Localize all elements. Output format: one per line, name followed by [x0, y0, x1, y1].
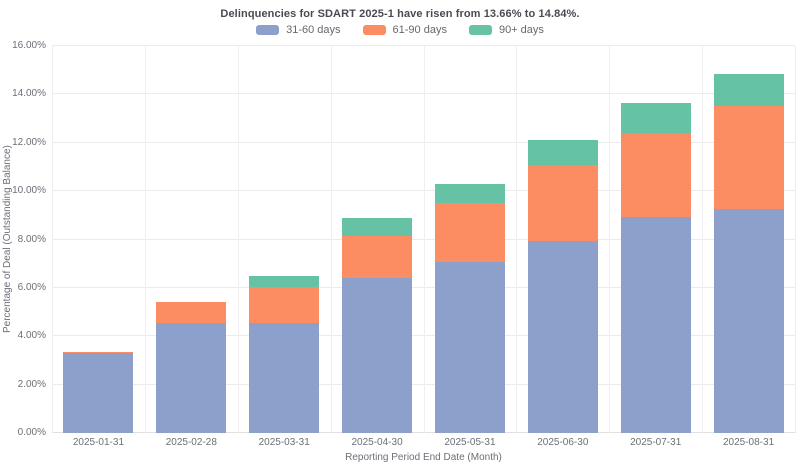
x-tick-label: 2025-05-31: [444, 437, 496, 448]
plot-area: [52, 45, 796, 433]
bar-segment[interactable]: [249, 275, 320, 287]
bar-stack[interactable]: [156, 302, 227, 433]
bar-segment[interactable]: [620, 132, 691, 218]
bar-stack[interactable]: [63, 351, 134, 433]
bar-segment[interactable]: [434, 203, 505, 263]
bar-segment[interactable]: [434, 262, 505, 433]
gridline-vertical: [144, 46, 146, 433]
gridline-vertical: [702, 46, 704, 433]
x-tick-label: 2025-02-28: [165, 437, 217, 448]
gridline-vertical: [516, 46, 518, 433]
x-tick-label: 2025-01-31: [72, 437, 125, 448]
legend-label: 90+ days: [498, 24, 544, 36]
bar-segment[interactable]: [527, 240, 598, 433]
bar-segment[interactable]: [63, 353, 134, 433]
gridline-vertical: [609, 46, 611, 433]
y-tick-label: 14.00%: [12, 88, 46, 100]
bar-stack[interactable]: [527, 140, 598, 433]
x-axis-title: Reporting Period End Date (Month): [345, 452, 502, 463]
bar-segment[interactable]: [620, 102, 691, 133]
bar-segment[interactable]: [249, 286, 320, 323]
bar-segment[interactable]: [527, 140, 598, 165]
bar-segment[interactable]: [713, 74, 784, 106]
x-tick-label: 2025-07-31: [630, 437, 682, 448]
bar-segment[interactable]: [249, 322, 320, 433]
legend-label: 61-90 days: [392, 24, 447, 36]
x-tick-label: 2025-08-31: [722, 437, 775, 448]
bar-stack[interactable]: [342, 217, 413, 433]
gridline-vertical: [52, 46, 53, 433]
legend-item[interactable]: 31-60 days: [256, 24, 341, 36]
gridline-vertical: [330, 46, 332, 433]
bar-segment[interactable]: [713, 105, 784, 209]
y-tick-label: 0.00%: [17, 427, 46, 438]
legend-label: 31-60 days: [286, 24, 341, 36]
bar-segment[interactable]: [156, 322, 227, 433]
y-tick-label: 6.00%: [17, 281, 46, 293]
gridline-vertical: [795, 46, 796, 433]
bar-stack[interactable]: [620, 102, 691, 433]
y-tick-label: 4.00%: [17, 330, 46, 342]
legend-swatch-icon: [468, 25, 492, 35]
bar-segment[interactable]: [713, 208, 784, 433]
bar-segment[interactable]: [527, 164, 598, 241]
gridline-horizontal: [52, 45, 795, 46]
legend-item[interactable]: 90+ days: [468, 24, 544, 36]
bar-stack[interactable]: [249, 275, 320, 433]
bar-segment[interactable]: [620, 217, 691, 433]
y-tick-label: 2.00%: [17, 378, 46, 390]
bar-stack[interactable]: [434, 183, 505, 433]
bar-segment[interactable]: [156, 302, 227, 323]
chart-title: Delinquencies for SDART 2025-1 have rise…: [220, 8, 580, 20]
legend: 31-60 days 61-90 days 90+ days: [0, 24, 800, 36]
bar-segment[interactable]: [63, 351, 134, 354]
gridline-vertical: [237, 46, 239, 433]
legend-swatch-icon: [256, 25, 280, 35]
bar-segment[interactable]: [342, 217, 413, 236]
y-tick-label: 10.00%: [12, 185, 46, 197]
y-tick-label: 16.00%: [12, 40, 46, 51]
x-axis-ticks: 2025-01-31 2025-02-28 2025-03-31 2025-04-30…: [52, 437, 795, 451]
gridline-vertical: [423, 46, 425, 433]
legend-item[interactable]: 61-90 days: [362, 24, 447, 36]
x-tick-label: 2025-06-30: [537, 437, 589, 448]
bar-stack[interactable]: [713, 74, 784, 433]
bar-segment[interactable]: [342, 235, 413, 279]
legend-swatch-icon: [362, 25, 386, 35]
y-axis-ticks: 0.00% 2.00% 4.00% 6.00% 8.00% 10.00% 12.00% 14.…: [0, 41, 46, 438]
bar-segment[interactable]: [342, 278, 413, 433]
y-tick-label: 12.00%: [12, 136, 46, 148]
x-tick-label: 2025-04-30: [351, 437, 403, 448]
bar-segment[interactable]: [434, 183, 505, 204]
x-tick-label: 2025-03-31: [258, 437, 310, 448]
y-tick-label: 8.00%: [17, 233, 46, 245]
